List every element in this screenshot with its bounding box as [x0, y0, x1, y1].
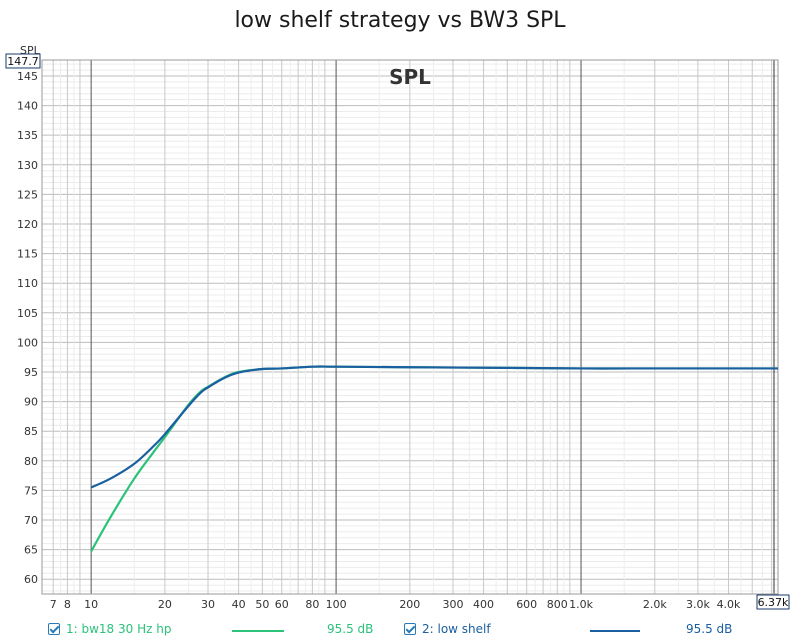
- x-tick-labels: 7 8 10 20 30 40 50 60 80 100 200 300 400 600 800 1.0k 2.…: [50, 598, 741, 611]
- y-tick-label: 75: [24, 484, 38, 497]
- x-tick-label: 50: [255, 598, 269, 611]
- y-tick-label: 60: [24, 573, 38, 586]
- x-cursor-readout: 6.37k: [756, 594, 790, 610]
- series-lines: [90, 365, 778, 552]
- y-tick-label: 70: [24, 514, 38, 527]
- y-tick-label: 90: [24, 396, 38, 409]
- y-tick-label: 135: [17, 129, 38, 142]
- y-tick-label: 85: [24, 425, 38, 438]
- x-tick-label: 3.0k: [686, 598, 710, 611]
- x-tick-label: 800: [547, 598, 568, 611]
- chart-title: low shelf strategy vs BW3 SPL: [234, 8, 566, 33]
- series-line-2: [90, 365, 778, 489]
- legend-value-2: 95.5 dB: [686, 622, 733, 636]
- y-tick-label: 105: [17, 307, 38, 320]
- x-tick-label: 200: [399, 598, 420, 611]
- legend: 1: bw18 30 Hz hp 95.5 dB 2: low shelf 95…: [0, 618, 800, 641]
- legend-label-1: 1: bw18 30 Hz hp: [66, 622, 172, 636]
- x-tick-label: 80: [305, 598, 319, 611]
- y-tick-label: 120: [17, 218, 38, 231]
- y-tick-label: 130: [17, 159, 38, 172]
- x-tick-label: 40: [232, 598, 246, 611]
- x-tick-label: 100: [326, 598, 347, 611]
- legend-swatch-2: [590, 630, 640, 632]
- y-tick-label: 95: [24, 366, 38, 379]
- x-tick-label: 10: [84, 598, 98, 611]
- legend-swatch-1: [232, 630, 284, 632]
- x-tick-label: 30: [201, 598, 215, 611]
- x-tick-label: 600: [516, 598, 537, 611]
- x-tick-label: 20: [158, 598, 172, 611]
- plot-title: SPL: [389, 65, 431, 89]
- legend-item-2[interactable]: 2: low shelf: [404, 622, 491, 636]
- x-tick-label: 400: [473, 598, 494, 611]
- y-cursor-value: 147.7: [7, 55, 39, 68]
- legend-label-2: 2: low shelf: [422, 622, 491, 636]
- y-cursor-readout: 147.7: [5, 53, 41, 69]
- x-tick-label: 1.0k: [569, 598, 593, 611]
- y-tick-label: 145: [17, 70, 38, 83]
- grid: [41, 59, 779, 595]
- x-tick-label: 60: [275, 598, 289, 611]
- y-tick-label: 110: [17, 277, 38, 290]
- y-tick-label: 80: [24, 455, 38, 468]
- x-cursor-value: 6.37k: [758, 596, 789, 609]
- legend-item-1[interactable]: 1: bw18 30 Hz hp: [48, 622, 171, 636]
- plot-border: [41, 59, 779, 595]
- y-tick-label: 140: [17, 100, 38, 113]
- x-tick-label: 4.0k: [717, 598, 741, 611]
- y-tick-labels: 60 65 70 75 80 85 90 95 100 105 110 115 120 125 130 135…: [17, 70, 38, 586]
- y-tick-label: 115: [17, 248, 38, 261]
- x-tick-label: 7: [50, 598, 57, 611]
- y-tick-label: 100: [17, 336, 38, 349]
- x-tick-label: 2.0k: [643, 598, 667, 611]
- y-tick-label: 125: [17, 188, 38, 201]
- checkbox-2[interactable]: [404, 623, 416, 635]
- legend-value-1: 95.5 dB: [327, 622, 374, 636]
- y-tick-label: 65: [24, 544, 38, 557]
- checkbox-1[interactable]: [48, 623, 60, 635]
- x-tick-label: 8: [64, 598, 71, 611]
- x-tick-label: 300: [442, 598, 463, 611]
